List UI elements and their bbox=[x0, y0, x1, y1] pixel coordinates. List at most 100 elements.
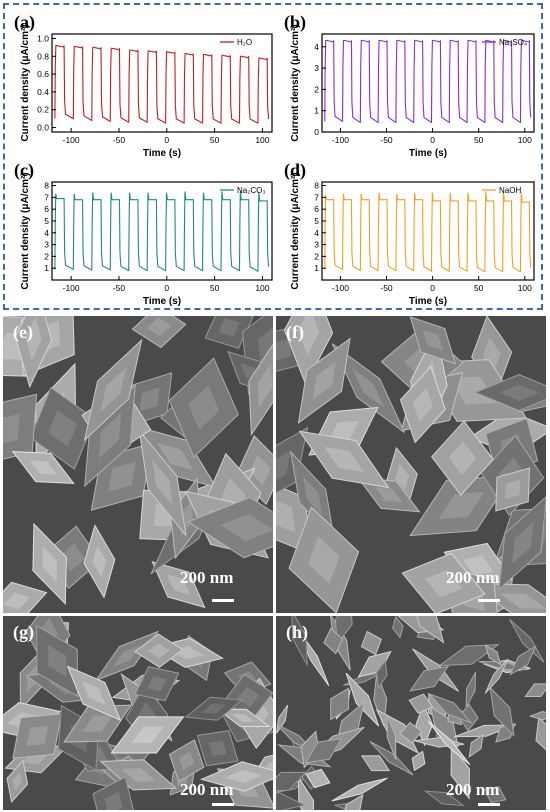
crystal-top-facet bbox=[147, 676, 167, 692]
chart-panel-c: -100 -50 0 50 100 1 2 3 4 5 6 7 8 Time (s) Current den… bbox=[10, 160, 280, 310]
y-axis-label: Current density (μA/cm²) bbox=[20, 24, 31, 141]
y-tick-label: 1 bbox=[44, 263, 49, 273]
scale-bar-f bbox=[478, 599, 500, 602]
y-tick-label: 2 bbox=[314, 251, 319, 261]
crystal-top-facet bbox=[104, 791, 123, 810]
crystal-top-facet bbox=[121, 768, 156, 782]
crystal-top-facet bbox=[152, 459, 174, 507]
y-tick-label: 3 bbox=[44, 240, 49, 250]
sem-image-h: (h) 200 nm bbox=[276, 616, 546, 810]
crystal-top-facet bbox=[108, 461, 136, 492]
x-tick-label: 50 bbox=[210, 135, 220, 145]
sem-label-g: (g) bbox=[13, 622, 34, 642]
sem-image-f: (f) 200 nm bbox=[276, 316, 546, 613]
crystal-top-facet bbox=[237, 686, 260, 708]
crystal-top-facet bbox=[92, 545, 107, 578]
y-tick-label: 0.0 bbox=[37, 123, 49, 133]
crystal-facet bbox=[483, 786, 507, 804]
y-tick-label: 1 bbox=[314, 106, 319, 116]
crystal-top-facet bbox=[425, 570, 463, 598]
crystal-top-facet bbox=[463, 555, 494, 576]
crystal-top-facet bbox=[231, 714, 255, 722]
x-axis-label: Time (s) bbox=[409, 148, 447, 159]
crystal-top-facet bbox=[448, 441, 477, 475]
crystal-top-facet bbox=[395, 463, 409, 491]
crystal-top-facet bbox=[374, 487, 403, 503]
y-tick-label: 3 bbox=[314, 240, 319, 250]
y-tick-label: 2 bbox=[314, 84, 319, 94]
legend-label: Na₂CO₃ bbox=[237, 186, 266, 195]
crystal-facet bbox=[345, 672, 380, 727]
y-tick-label: 8 bbox=[44, 181, 49, 191]
crystal-facet bbox=[369, 741, 414, 776]
series-line bbox=[54, 45, 270, 124]
crystal-facet bbox=[408, 693, 434, 714]
crystal-facet bbox=[323, 627, 344, 655]
crystal-facet bbox=[386, 714, 397, 760]
scale-text-g: 200 nm bbox=[180, 780, 234, 799]
legend-label: NaOH bbox=[499, 186, 521, 195]
chart-panel-a: -100 -50 0 50 100 0.0 0.2 0.4 0.6 0.8 1.0 Time (s) C… bbox=[10, 12, 280, 162]
crystal-top-facet bbox=[25, 316, 42, 361]
crystal-facet bbox=[330, 687, 350, 721]
crystal-facet bbox=[375, 659, 388, 689]
crystal-top-facet bbox=[26, 726, 49, 746]
sem-image-e: (e) 200 nm bbox=[3, 316, 273, 613]
crystal-facet bbox=[509, 645, 537, 676]
crystal-facet bbox=[331, 777, 388, 802]
crystal-top-facet bbox=[328, 420, 359, 442]
x-tick-label: 0 bbox=[430, 283, 435, 293]
crystal-top-facet bbox=[3, 592, 31, 610]
crystal-facet bbox=[416, 616, 445, 644]
crystal-top-facet bbox=[82, 715, 113, 732]
crystal-facet bbox=[427, 720, 471, 766]
crystal-top-facet bbox=[29, 460, 57, 475]
y-axis-label: Current density (μA/cm²) bbox=[20, 172, 31, 289]
crystal-top-facet bbox=[302, 476, 323, 516]
sem-image-g: (g) 200 nm bbox=[3, 616, 273, 810]
y-tick-label: 0.2 bbox=[37, 105, 49, 115]
crystal-facet bbox=[423, 790, 466, 807]
x-axis-label: Time (s) bbox=[143, 296, 181, 307]
y-tick-label: 4 bbox=[314, 42, 319, 52]
y-tick-label: 6 bbox=[314, 204, 319, 214]
legend-label: Na₂SO₄ bbox=[499, 38, 527, 47]
crystal-facet bbox=[276, 426, 309, 494]
crystal-facet bbox=[399, 721, 423, 744]
scale-bar-h bbox=[478, 803, 500, 806]
series-line bbox=[324, 39, 532, 123]
crystal-top-facet bbox=[3, 413, 20, 444]
crystal-top-facet bbox=[100, 367, 126, 413]
x-tick-label: 0 bbox=[164, 283, 169, 293]
crystal-facet bbox=[357, 650, 392, 678]
crystal-top-facet bbox=[112, 645, 141, 667]
crystal-facet bbox=[3, 393, 38, 460]
crystal-facet bbox=[524, 683, 546, 697]
panel-label: (c) bbox=[14, 160, 34, 181]
crystal-top-facet bbox=[276, 500, 296, 533]
y-tick-label: 8 bbox=[314, 181, 319, 191]
y-axis-label: Current density (μA/cm²) bbox=[290, 24, 301, 141]
sem-texture bbox=[276, 316, 546, 613]
crystal-top-facet bbox=[201, 703, 227, 714]
crystal-top-facet bbox=[220, 514, 273, 542]
crystal-facet bbox=[305, 768, 331, 789]
y-tick-label: 0 bbox=[314, 127, 319, 137]
sem-texture bbox=[276, 616, 546, 810]
x-tick-label: 100 bbox=[518, 283, 532, 293]
crystal-facet bbox=[360, 755, 391, 772]
crystal-facet bbox=[484, 658, 509, 694]
crystal-top-facet bbox=[48, 410, 78, 447]
crystal-top-facet bbox=[224, 769, 262, 784]
crystal-top-facet bbox=[482, 337, 501, 372]
crystal-top-facet bbox=[48, 645, 67, 677]
crystal-top-facet bbox=[499, 593, 546, 609]
crystal-top-facet bbox=[499, 384, 539, 401]
x-tick-label: 50 bbox=[210, 283, 220, 293]
crystal-top-facet bbox=[249, 454, 271, 486]
crystal-facet bbox=[458, 703, 479, 732]
x-tick-label: -100 bbox=[332, 283, 349, 293]
x-tick-label: 100 bbox=[255, 135, 269, 145]
crystal-top-facet bbox=[131, 726, 164, 744]
x-tick-label: 50 bbox=[474, 283, 484, 293]
